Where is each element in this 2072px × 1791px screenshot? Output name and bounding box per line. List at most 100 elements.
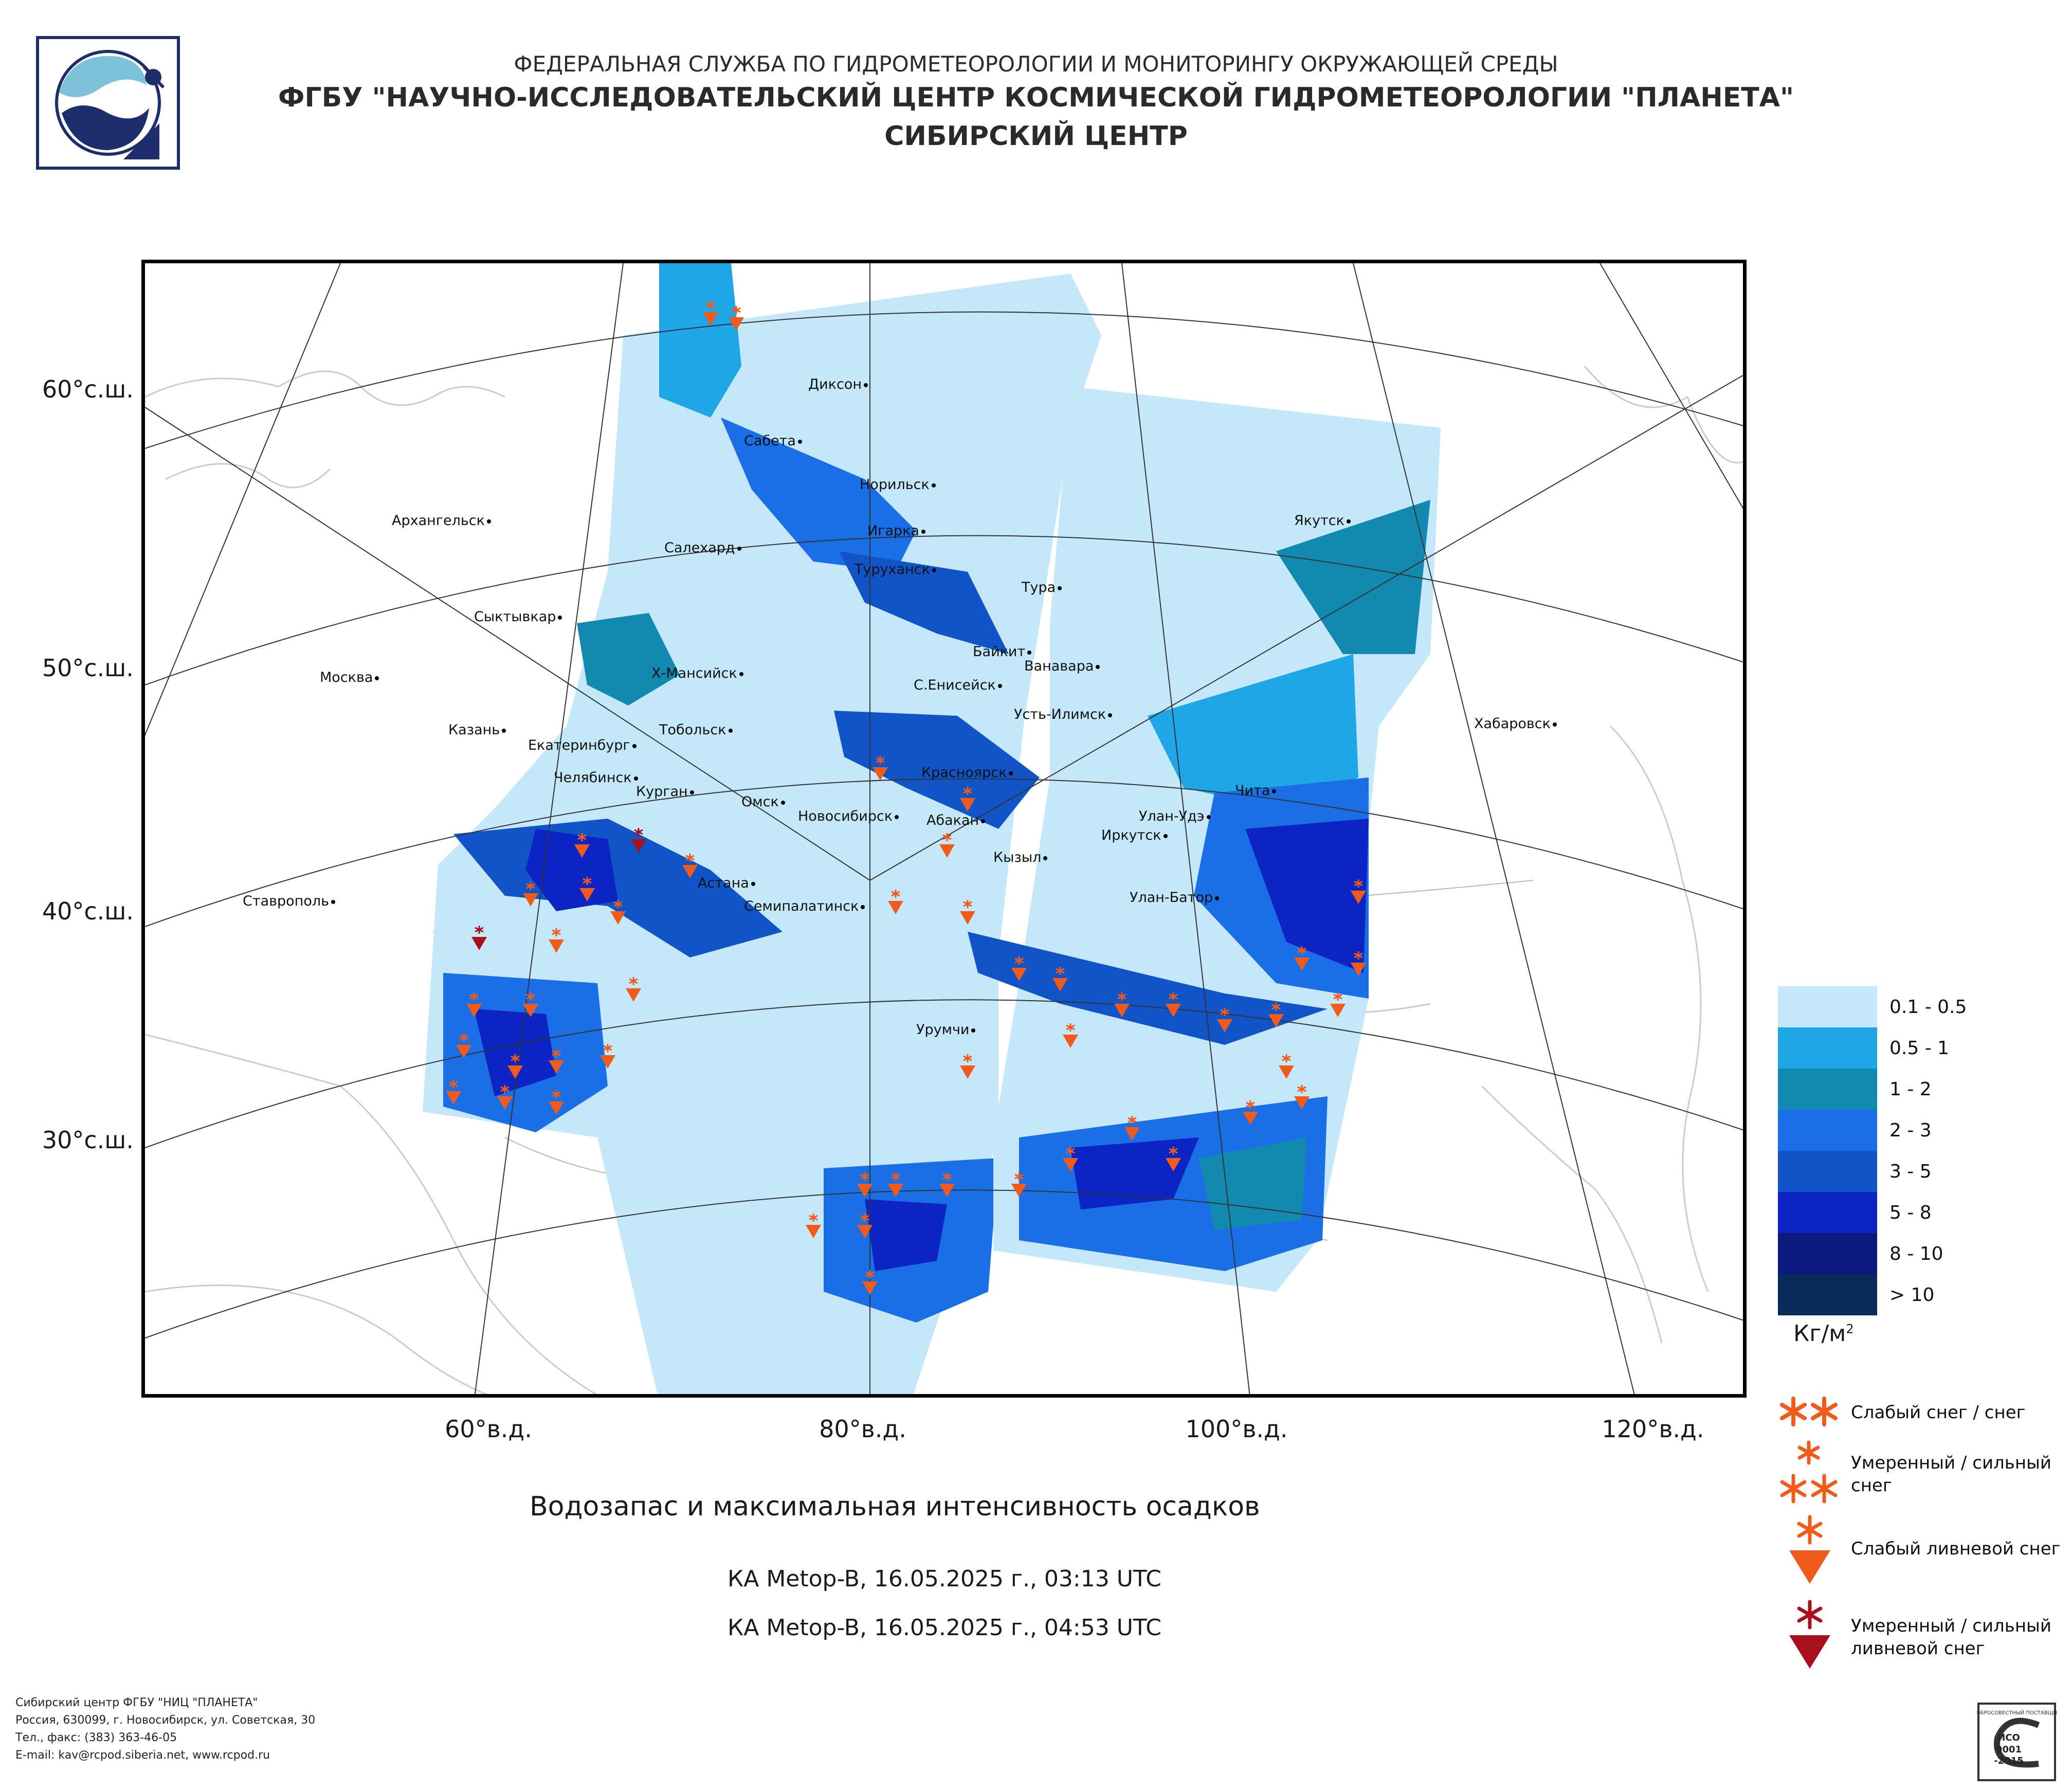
city-label: Тура — [1022, 580, 1062, 595]
shower-snow-marker — [1217, 1008, 1232, 1033]
city-label: Семипалатинск — [744, 898, 865, 914]
legend-label: 1 - 2 — [1889, 1079, 1932, 1100]
shower-snow-marker — [1294, 1085, 1310, 1110]
shower-snow-marker — [1011, 1172, 1027, 1197]
city-label: Чита — [1235, 783, 1277, 799]
shower-snow-marker — [960, 900, 975, 925]
legend-swatch — [1778, 1192, 1877, 1233]
footer-line: Россия, 630099, г. Новосибирск, ул. Сове… — [15, 1714, 316, 1727]
svg-text:ИСО: ИСО — [1997, 1732, 2020, 1743]
city-label: Сабета — [744, 433, 802, 449]
shower-snow-marker — [1011, 956, 1027, 981]
city-label: Игарка — [867, 523, 925, 539]
shower-snow-marker — [626, 977, 641, 1002]
city-label: Туруханск — [855, 562, 936, 577]
legend-label: 8 - 10 — [1889, 1243, 1943, 1264]
city-label: Курган — [636, 784, 694, 800]
shower-snow-marker — [960, 1054, 975, 1079]
planeta-logo — [36, 36, 180, 170]
satellite-pass-1: КА Metop-B, 16.05.2025 г., 03:13 UTC — [728, 1566, 1161, 1592]
symbol-label-light-shower-snow: Слабый ливневой снег — [1851, 1539, 2061, 1559]
shower-snow-marker — [862, 1270, 878, 1295]
shower-snow-marker — [579, 877, 595, 901]
city-label: Х-Мансийск — [651, 665, 743, 681]
shower-snow-marker — [497, 1085, 513, 1110]
shower-snow-marker — [682, 854, 698, 878]
shower-snow-marker — [1294, 946, 1310, 971]
svg-text:-2015: -2015 — [1994, 1756, 2024, 1766]
city-label: Челябинск — [554, 770, 638, 786]
legend-swatch — [1778, 1151, 1877, 1192]
shower-snow-marker — [939, 833, 955, 858]
shower-snow-marker — [873, 756, 888, 781]
organization-name: ФГБУ "НАУЧНО-ИССЛЕДОВАТЕЛЬСКИЙ ЦЕНТР КОС… — [278, 82, 1794, 113]
iso-badge: ДОБРОСОВЕСТНЫЙ ПОСТАВЩИК ИСО 9001 -2015 — [1972, 1702, 2061, 1782]
city-label: Кызыл — [993, 849, 1048, 865]
triple-asterisk-icon — [1778, 1440, 1840, 1509]
city-label: Сыктывкар — [474, 609, 562, 625]
asterisk-triangle-dark-icon — [1787, 1599, 1833, 1673]
shower-snow-marker — [857, 1172, 873, 1197]
shower-snow-marker — [1166, 992, 1181, 1017]
longitude-label: 100°в.д. — [1185, 1415, 1288, 1443]
legend-label: 0.5 - 1 — [1889, 1038, 1950, 1059]
legend-swatch — [1778, 1274, 1877, 1315]
city-label: Ставрополь — [243, 893, 336, 909]
center-name: СИБИРСКИЙ ЦЕНТР — [884, 121, 1188, 152]
longitude-label: 80°в.д. — [819, 1415, 906, 1443]
shower-snow-marker — [888, 890, 903, 914]
shower-snow-marker — [610, 900, 626, 925]
symbol-label-heavy-shower-snow: Умеренный / сильный ливневой снег — [1851, 1616, 2051, 1659]
legend-swatch — [1778, 1069, 1877, 1110]
shower-snow-marker — [729, 306, 744, 331]
shower-snow-marker — [631, 828, 646, 853]
iso-badge-caption: ДОБРОСОВЕСТНЫЙ ПОСТАВЩИК — [1977, 1709, 2057, 1716]
shower-snow-marker — [1063, 1147, 1078, 1171]
city-label: Улан-Удэ — [1139, 808, 1211, 824]
shower-snow-marker — [1063, 1023, 1078, 1048]
swath-2 — [968, 387, 1441, 1292]
footer-line: Тел., факс: (383) 363-46-05 — [15, 1731, 177, 1744]
svg-text:9001: 9001 — [1996, 1744, 2022, 1755]
city-label: Абакан — [926, 812, 986, 828]
shower-snow-marker — [549, 1049, 564, 1074]
agency-name: ФЕДЕРАЛЬНАЯ СЛУЖБА ПО ГИДРОМЕТЕОРОЛОГИИ … — [514, 51, 1558, 77]
shower-snow-marker — [471, 926, 487, 950]
city-label: Ванавара — [1024, 658, 1100, 674]
latitude-label: 30°с.ш. — [42, 1126, 134, 1154]
shower-snow-marker — [888, 1172, 903, 1197]
city-label: Новосибирск — [798, 808, 899, 824]
graticule — [145, 263, 1743, 1394]
city-label: Усть-Илимск — [1014, 707, 1113, 722]
footer-line: Сибирский центр ФГБУ "НИЦ "ПЛАНЕТА" — [15, 1696, 258, 1709]
legend-swatch — [1778, 986, 1877, 1027]
city-label: Норильск — [860, 477, 936, 493]
shower-snow-marker — [446, 1080, 461, 1105]
symbol-label-light-snow: Слабый снег / снег — [1851, 1402, 2026, 1423]
city-label: Якутск — [1294, 513, 1351, 529]
shower-snow-marker — [1052, 967, 1068, 991]
city-label: Казань — [448, 722, 506, 738]
swath-1 — [423, 263, 1101, 1394]
latitude-label: 60°с.ш. — [42, 375, 134, 403]
city-label: Астана — [698, 875, 755, 891]
satellite-pass-2: КА Metop-B, 16.05.2025 г., 04:53 UTC — [728, 1615, 1161, 1641]
shower-snow-marker — [857, 1214, 873, 1238]
shower-snow-marker — [549, 1090, 564, 1115]
longitude-label: 60°в.д. — [445, 1415, 532, 1443]
longitude-label: 120°в.д. — [1602, 1415, 1704, 1443]
city-label: С.Енисейск — [914, 677, 1002, 693]
city-label: Урумчи — [916, 1022, 976, 1038]
latitude-label: 40°с.ш. — [42, 897, 134, 925]
precipitation-map[interactable]: Диксон Сабета Норильск Игарка Архангельс… — [141, 260, 1747, 1398]
map-title: Водозапас и максимальная интенсивность о… — [530, 1491, 1260, 1522]
legend-swatch — [1778, 1027, 1877, 1069]
shower-snow-marker — [523, 992, 538, 1017]
city-label: Иркутск — [1101, 827, 1168, 843]
city-label: Красноярск — [921, 765, 1013, 781]
shower-snow-marker — [1268, 1003, 1284, 1027]
shower-snow-marker — [523, 882, 538, 907]
city-label: Салехард — [664, 540, 741, 556]
shower-snow-marker — [1114, 992, 1130, 1017]
footer-line[interactable]: E-mail: kav@rcpod.siberia.net, www.rcpod… — [15, 1749, 270, 1762]
